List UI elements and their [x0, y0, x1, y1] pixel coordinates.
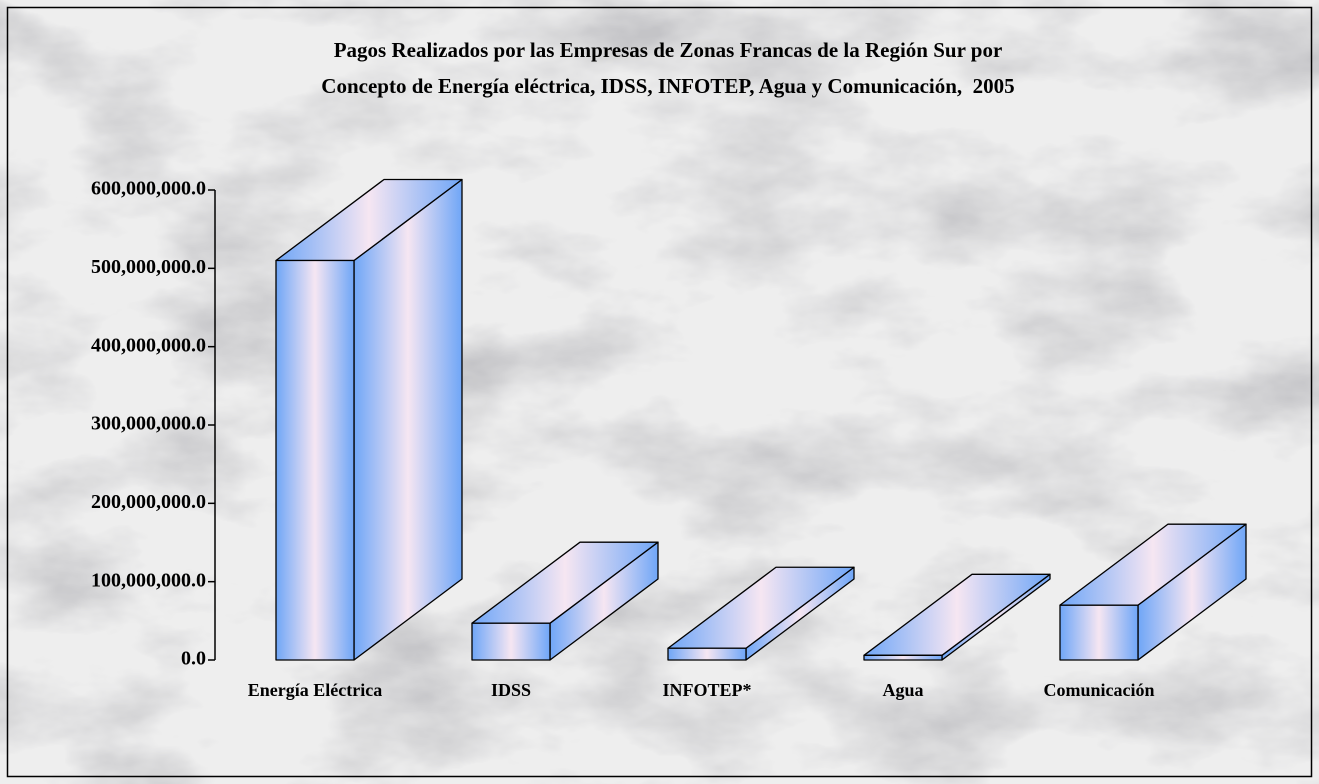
y-tick-label: 0.0: [181, 648, 206, 670]
x-tick-label: INFOTEP*: [662, 680, 751, 700]
y-tick-label: 500,000,000.0: [91, 256, 206, 278]
y-tick-label: 300,000,000.0: [91, 413, 206, 435]
chart-title: Pagos Realizados por las Empresas de Zon…: [334, 38, 1003, 62]
x-tick-label: Comunicación: [1043, 680, 1154, 700]
y-tick-label: 200,000,000.0: [91, 491, 206, 513]
bar: [471, 622, 551, 661]
x-tick-label: Agua: [882, 680, 923, 700]
y-tick-label: 400,000,000.0: [91, 334, 206, 356]
bar-side: [353, 178, 463, 661]
x-tick-label: IDSS: [491, 680, 531, 700]
bar: [667, 647, 747, 661]
chart-title: Concepto de Energía eléctrica, IDSS, INF…: [321, 74, 1014, 98]
bar: [863, 654, 943, 661]
chart-border: [6, 6, 1313, 778]
x-tick-label: Energía Eléctrica: [248, 680, 382, 700]
bar: [1059, 604, 1139, 661]
bar: [275, 259, 355, 661]
y-tick-label: 100,000,000.0: [91, 569, 206, 591]
y-tick-label: 600,000,000.0: [91, 178, 206, 200]
